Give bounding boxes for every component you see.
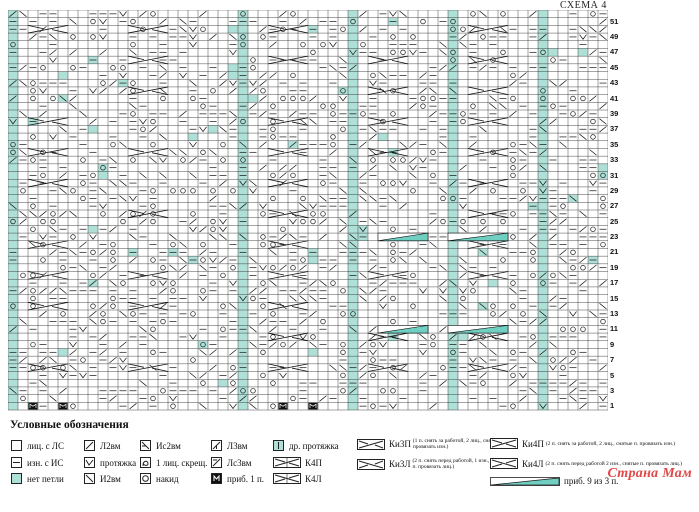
knitting-chart — [8, 10, 608, 411]
legend-item-ls3vm: Лс3вм — [211, 457, 251, 468]
row-number: 39 — [610, 109, 619, 118]
row-number: 3 — [610, 385, 615, 395]
row-number: 31 — [610, 170, 619, 180]
left-2tog-icon — [84, 440, 95, 451]
row-number: 21 — [610, 247, 619, 257]
legend-label: приб. 1 п. — [227, 473, 265, 484]
legend-item-knit: лиц. с ЛС — [11, 440, 64, 451]
row-number: 7 — [610, 355, 615, 365]
row-number: 41 — [610, 93, 619, 103]
left-3tog-icon — [211, 440, 222, 451]
legend-label: др. протяжка — [289, 440, 339, 451]
legend-label: приб. 9 из 3 п. — [564, 476, 619, 486]
increase-icon — [211, 473, 222, 484]
legend-label: 1 лиц. скрещ. — [156, 457, 208, 468]
legend-item-no-stitch: нет петли — [11, 473, 64, 484]
legend-item-k4l: К4Л — [273, 473, 322, 484]
legend-item-l3vm: Л3вм — [211, 440, 247, 451]
row-number: 1 — [610, 401, 615, 411]
yarn-over-icon — [140, 473, 151, 484]
legend-label: изн. с ИС — [27, 457, 64, 468]
legend-label: И2вм — [100, 473, 121, 484]
knit-icon — [11, 440, 22, 451]
legend-note: (2 п. снять перед работой, 1 изн., сняты… — [412, 458, 508, 470]
row-number: 23 — [610, 232, 619, 242]
row-number-column: 51 49 47 45 43 41 39 37 35 33 31 29 27 25 23 21 19 17 15 13… — [608, 10, 638, 411]
legend-item-ki4p: Ки4П (2 п. снять за работой, 2 лиц., сня… — [490, 438, 696, 449]
cable-ki4p-icon — [490, 438, 518, 449]
pull-through-icon — [84, 457, 95, 468]
legend: Условные обозначения лиц. с ЛС изн. с ИС… — [8, 416, 698, 506]
row-number: 51 — [610, 16, 619, 26]
right-2tog-icon — [84, 473, 95, 484]
legend-label: К4П — [305, 457, 323, 468]
row-number: 37 — [610, 124, 619, 134]
legend-title: Условные обозначения — [10, 419, 129, 431]
legend-label: Л2вм — [100, 440, 121, 451]
legend-label: К4Л — [305, 473, 322, 484]
legend-label: Ис2вм — [156, 440, 181, 451]
legend-item-yo: накид — [140, 473, 179, 484]
legend-label: лиц. с ЛС — [27, 440, 64, 451]
legend-label: протяжка — [100, 457, 137, 468]
legend-note: (2 п. снять перед работой 2 изн., снятые… — [545, 460, 682, 467]
row-number: 15 — [610, 293, 619, 303]
cable-ki3p-icon — [357, 438, 385, 450]
legend-item-pull: протяжка — [84, 457, 136, 468]
row-number: 43 — [610, 78, 619, 88]
legend-item-double-pull: др. протяжка — [273, 440, 339, 451]
legend-item-ki3l: Ки3Л (2 п. снять перед работой, 1 изн., … — [357, 458, 512, 470]
legend-item-purl: изн. с ИС — [11, 457, 63, 468]
row-number: 29 — [610, 185, 619, 195]
row-number: 13 — [610, 309, 619, 318]
row-number: 45 — [610, 62, 619, 72]
legend-note: (1 п. снять за работой, 2 лиц., снятую п… — [412, 438, 506, 450]
row-number: 27 — [610, 201, 619, 211]
legend-label: Л3вм — [227, 440, 248, 451]
no-stitch-icon — [11, 473, 22, 484]
legend-label: Ки3П — [389, 439, 411, 449]
legend-item-is2vm: Ис2вм — [140, 440, 181, 451]
legend-item-inc9: приб. 9 из 3 п. — [490, 476, 618, 486]
row-number: 49 — [610, 32, 619, 42]
legend-label: Ки4Л — [522, 458, 544, 469]
row-number: 19 — [610, 262, 619, 272]
purl-2tog-icon — [140, 440, 151, 451]
row-number: 9 — [610, 339, 615, 349]
legend-label: накид — [156, 473, 179, 484]
legend-item-l2vm: Л2вм — [84, 440, 120, 451]
cable-4-left-icon — [273, 473, 301, 484]
legend-item-ki3p: Ки3П (1 п. снять за работой, 2 лиц., сня… — [357, 438, 513, 450]
legend-label: нет петли — [27, 473, 64, 484]
row-number: 11 — [610, 324, 618, 334]
cable-ki4l-icon — [490, 458, 518, 469]
cable-ki3l-icon — [357, 458, 385, 470]
legend-item-ki4l: Ки4Л (2 п. снять перед работой 2 изн., с… — [490, 458, 695, 469]
watermark-logo: Страна Мам — [607, 466, 692, 481]
legend-label: Лс3вм — [227, 457, 252, 468]
left-purl-3tog-icon — [211, 457, 222, 468]
legend-item-crossed: 1 лиц. скрещ. — [140, 457, 207, 468]
row-number: 35 — [610, 139, 619, 149]
chart-title: СХЕМА 4 — [560, 0, 607, 11]
legend-item-i2vm: И2вм — [84, 473, 121, 484]
row-number: 17 — [610, 278, 619, 288]
legend-label: Ки3Л — [389, 459, 411, 469]
legend-item-increase: приб. 1 п. — [211, 473, 264, 484]
row-number: 47 — [610, 47, 619, 57]
legend-item-k4p: К4П — [273, 457, 322, 468]
legend-label: Ки4П — [522, 438, 544, 449]
double-pull-through-icon — [273, 440, 284, 451]
purl-icon — [11, 457, 22, 468]
legend-note: (2 п. снять за работой, 2 лиц., снятые п… — [545, 440, 676, 447]
row-number: 5 — [610, 370, 615, 380]
row-number: 33 — [610, 155, 619, 165]
cable-4-right-icon — [273, 457, 301, 468]
row-number: 25 — [610, 216, 619, 226]
increase-9-from-3-icon — [490, 476, 560, 486]
crossed-knit-icon — [140, 457, 151, 468]
